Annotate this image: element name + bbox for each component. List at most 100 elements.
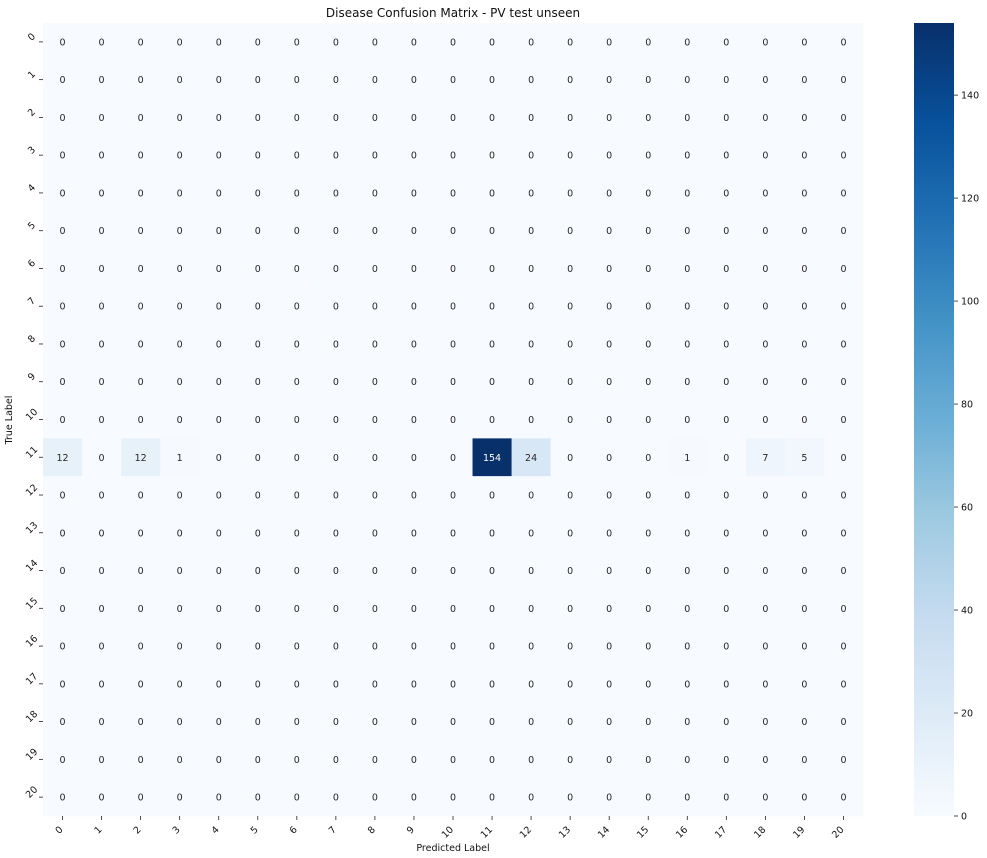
heatmap-cell bbox=[394, 702, 434, 741]
cell-value-label: 0 bbox=[801, 604, 807, 615]
cell-value-label: 0 bbox=[528, 75, 534, 86]
heatmap-cell bbox=[394, 551, 434, 590]
heatmap-cell bbox=[43, 513, 83, 553]
cell-value-label: 0 bbox=[801, 793, 807, 804]
heatmap-cell bbox=[745, 589, 786, 628]
cell-value-label: 0 bbox=[138, 528, 144, 539]
cell-value-label: 0 bbox=[60, 755, 66, 766]
cell-value-label: 0 bbox=[216, 642, 222, 653]
heatmap-cell bbox=[277, 778, 317, 817]
cell-value-label: 0 bbox=[840, 226, 846, 237]
heatmap-cell bbox=[121, 23, 161, 62]
heatmap-cell bbox=[121, 438, 161, 477]
cell-value-label: 0 bbox=[216, 755, 222, 766]
heatmap-cell bbox=[433, 778, 474, 817]
cell-value-label: 0 bbox=[450, 793, 456, 804]
heatmap-cell bbox=[121, 98, 161, 137]
x-tick-label: 7 bbox=[327, 824, 339, 836]
cell-value-label: 0 bbox=[333, 642, 339, 653]
cell-value-label: 0 bbox=[333, 755, 339, 766]
cell-value-label: 0 bbox=[840, 453, 846, 464]
heatmap-cell bbox=[277, 664, 317, 704]
cell-value-label: 0 bbox=[138, 377, 144, 388]
cell-value-label: 0 bbox=[567, 302, 573, 313]
y-tick-label: 0 bbox=[26, 31, 38, 43]
cell-value-label: 0 bbox=[255, 37, 261, 48]
cell-value-label: 0 bbox=[762, 566, 768, 577]
heatmap-cell bbox=[394, 627, 434, 666]
heatmap-cell bbox=[433, 362, 474, 402]
cell-value-label: 0 bbox=[333, 37, 339, 48]
heatmap-cell bbox=[355, 136, 395, 175]
heatmap-cell bbox=[160, 702, 200, 741]
x-tick-label: 9 bbox=[405, 824, 417, 836]
cell-value-label: 0 bbox=[372, 264, 378, 275]
cell-value-label: 0 bbox=[294, 717, 300, 728]
heatmap-cell bbox=[160, 438, 200, 477]
cell-value-label: 0 bbox=[801, 75, 807, 86]
cell-value-label: 0 bbox=[801, 415, 807, 426]
heatmap-cell bbox=[355, 362, 395, 402]
cell-value-label: 0 bbox=[294, 415, 300, 426]
heatmap-cell bbox=[316, 400, 356, 439]
cell-value-label: 0 bbox=[372, 415, 378, 426]
heatmap-cell bbox=[160, 211, 200, 251]
cell-value-label: 0 bbox=[645, 566, 651, 577]
heatmap-cell bbox=[121, 664, 161, 704]
cell-value-label: 0 bbox=[528, 642, 534, 653]
heatmap-cell bbox=[745, 174, 786, 213]
heatmap-cell bbox=[667, 136, 708, 175]
heatmap-cell bbox=[433, 702, 474, 741]
heatmap-cell bbox=[238, 23, 278, 62]
heatmap-cell bbox=[589, 513, 630, 553]
heatmap-cell bbox=[160, 778, 200, 817]
cell-value-label: 0 bbox=[840, 679, 846, 690]
heatmap-cell bbox=[511, 438, 552, 477]
cell-value-label: 0 bbox=[411, 604, 417, 615]
heatmap-cell bbox=[355, 664, 395, 704]
heatmap-cell bbox=[82, 589, 122, 628]
cell-value-label: 0 bbox=[489, 566, 495, 577]
cell-value-label: 0 bbox=[294, 642, 300, 653]
cell-value-label: 0 bbox=[840, 491, 846, 502]
cell-value-label: 0 bbox=[60, 679, 66, 690]
cell-value-label: 0 bbox=[801, 679, 807, 690]
cell-value-label: 0 bbox=[333, 75, 339, 86]
cell-value-label: 0 bbox=[840, 415, 846, 426]
cell-value-label: 0 bbox=[645, 226, 651, 237]
cell-value-label: 0 bbox=[528, 604, 534, 615]
heatmap-cell bbox=[628, 627, 669, 666]
cell-value-label: 0 bbox=[450, 453, 456, 464]
cell-value-label: 1 bbox=[684, 453, 690, 464]
heatmap-cell bbox=[82, 249, 122, 288]
cell-value-label: 0 bbox=[99, 528, 105, 539]
cell-value-label: 0 bbox=[216, 491, 222, 502]
cell-value-label: 0 bbox=[489, 302, 495, 313]
cell-value-label: 0 bbox=[489, 264, 495, 275]
cell-value-label: 0 bbox=[372, 604, 378, 615]
heatmap-cell bbox=[706, 627, 747, 666]
cell-value-label: 0 bbox=[684, 566, 690, 577]
cell-value-label: 0 bbox=[762, 264, 768, 275]
heatmap-cell bbox=[433, 513, 474, 553]
cell-value-label: 0 bbox=[528, 226, 534, 237]
cell-value-label: 0 bbox=[567, 264, 573, 275]
cell-value-label: 0 bbox=[411, 113, 417, 124]
heatmap-cell bbox=[160, 551, 200, 590]
cell-value-label: 0 bbox=[840, 302, 846, 313]
cell-value-label: 0 bbox=[138, 339, 144, 350]
heatmap-cell bbox=[355, 23, 395, 62]
heatmap-cell bbox=[472, 211, 513, 251]
cell-value-label: 0 bbox=[411, 642, 417, 653]
heatmap-cell bbox=[706, 211, 747, 251]
heatmap-cell bbox=[394, 287, 434, 326]
heatmap-cell bbox=[745, 664, 786, 704]
cell-value-label: 0 bbox=[411, 793, 417, 804]
x-tick-label: 5 bbox=[249, 824, 261, 836]
heatmap-cell bbox=[355, 513, 395, 553]
cell-value-label: 0 bbox=[567, 604, 573, 615]
cell-value-label: 0 bbox=[177, 793, 183, 804]
heatmap-cell bbox=[589, 98, 630, 137]
cell-value-label: 0 bbox=[684, 717, 690, 728]
